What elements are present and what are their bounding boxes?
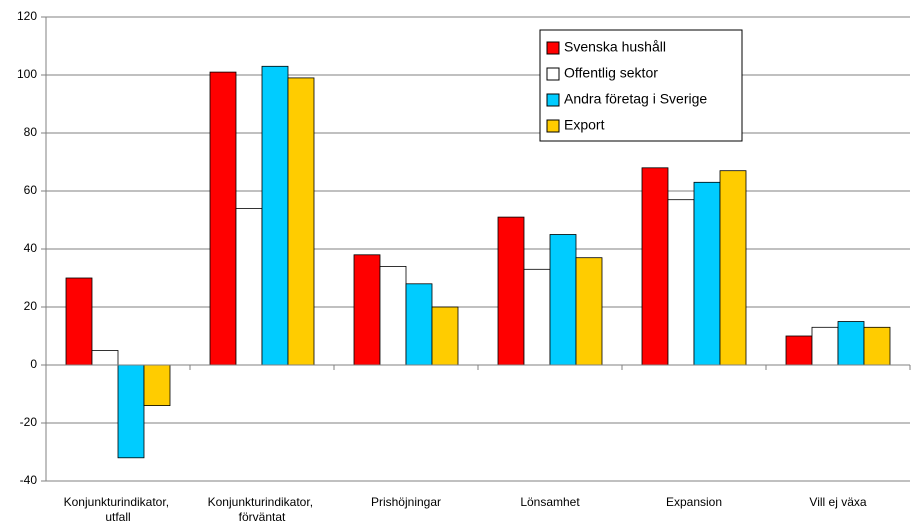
x-tick-label: Lönsamhet: [520, 495, 580, 509]
bar: [641, 167, 669, 366]
x-tick-label: Konjunkturindikator, utfall: [64, 495, 173, 524]
bar: [863, 326, 891, 366]
bar: [405, 283, 433, 366]
bar: [549, 234, 577, 366]
bar: [431, 306, 459, 366]
bar: [719, 170, 747, 366]
bar: [65, 277, 93, 366]
y-tick-label: 0: [30, 357, 37, 371]
y-tick-label: 120: [17, 9, 37, 23]
legend: Svenska hushåll Offentlig sektor Andra för…: [539, 29, 743, 142]
y-tick-label: 20: [24, 299, 38, 313]
legend-label: Svenska hushåll: [564, 39, 666, 55]
x-tick-label: Konjunkturindikator, förväntat: [208, 495, 317, 524]
bar: [497, 216, 525, 366]
legend-swatch: [546, 67, 560, 81]
y-tick-label: -40: [20, 473, 38, 487]
legend-label: Offentlig sektor: [564, 65, 658, 81]
bar: [209, 71, 237, 366]
x-tick-label: Prishöjningar: [371, 495, 441, 509]
bar: [575, 257, 603, 366]
bar: [261, 65, 289, 366]
legend-swatch: [546, 119, 560, 133]
bar: [693, 181, 721, 366]
bar: [811, 326, 839, 366]
y-tick-label: 60: [24, 183, 38, 197]
legend-swatch: [546, 41, 560, 55]
bar: [91, 350, 119, 366]
bar: [235, 207, 263, 366]
bar: [287, 77, 315, 366]
bar: [353, 254, 381, 366]
legend-swatch: [546, 93, 560, 107]
y-tick-label: 100: [17, 67, 37, 81]
x-tick-label: Vill ej växa: [809, 495, 866, 509]
bar: [837, 321, 865, 366]
bar: [143, 364, 171, 406]
y-tick-label: 40: [24, 241, 38, 255]
y-tick-label: 80: [24, 125, 38, 139]
bar: [667, 199, 695, 366]
y-tick-label: -20: [20, 415, 38, 429]
legend-label: Andra företag i Sverige: [564, 91, 707, 107]
legend-box: [539, 29, 743, 142]
legend-label: Export: [564, 117, 605, 133]
bar: [117, 364, 145, 459]
bar: [523, 268, 551, 366]
bar: [379, 265, 407, 366]
x-tick-label: Expansion: [666, 495, 722, 509]
bar: [785, 335, 813, 366]
